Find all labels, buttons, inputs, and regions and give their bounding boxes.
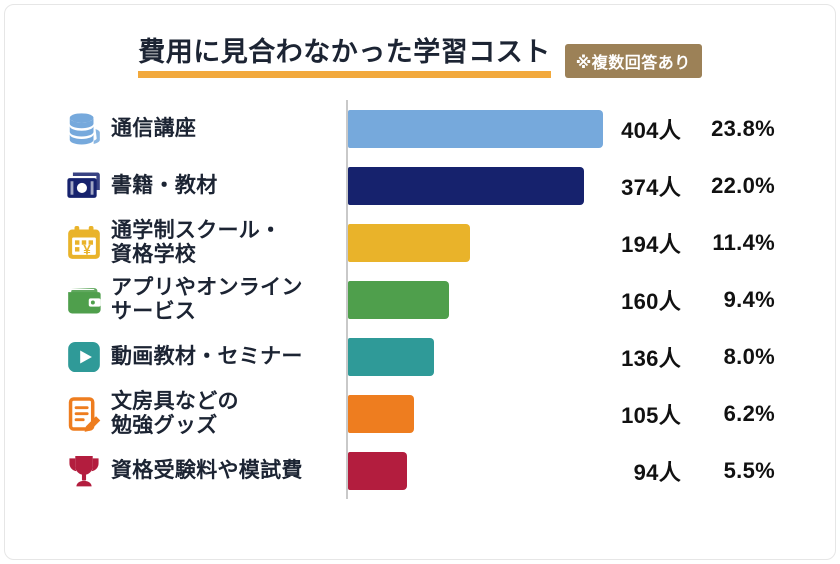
chart-row-apps-online: アプリやオンライン サービス 160人 9.4% — [65, 271, 835, 329]
bar-exam-fees — [348, 451, 408, 490]
trophy-icon — [65, 452, 111, 490]
percent-value: 11.4% — [712, 229, 775, 255]
count-value: 374人 — [621, 174, 681, 200]
bar-chart: 通信講座 404人 23.8% 書籍・教材 374人 — [5, 100, 835, 500]
bar-apps-online — [348, 280, 449, 319]
svg-text:¥: ¥ — [83, 242, 91, 257]
category-label: 通学制スクール・ 資格学校 — [111, 219, 282, 266]
calendar-yen-icon: ¥ — [65, 224, 111, 262]
chart-row-exam-fees: 資格受験料や模試費 94人 5.5% — [65, 442, 835, 500]
count-value: 404人 — [621, 117, 681, 143]
category-label: 通信講座 — [111, 116, 197, 140]
bar-track — [346, 214, 603, 272]
category-label: 動画教材・セミナー — [111, 344, 303, 368]
chart-card: 費用に見合わなかった学習コスト ※複数回答あり 通信講座 404人 23.8% — [4, 4, 836, 560]
bar-books-materials — [348, 166, 585, 205]
bar-track — [346, 442, 603, 500]
bar-school — [348, 223, 471, 262]
count-value: 194人 — [621, 231, 681, 257]
notepad-pencil-icon — [65, 395, 111, 433]
count-value: 105人 — [621, 402, 681, 428]
bar-track — [346, 271, 603, 329]
bar-track — [346, 385, 603, 443]
chart-row-stationery: 文房具などの 勉強グッズ 105人 6.2% — [65, 385, 835, 443]
chart-header: 費用に見合わなかった学習コスト ※複数回答あり — [5, 37, 835, 79]
chart-title: 費用に見合わなかった学習コスト — [138, 37, 551, 79]
category-label: アプリやオンライン サービス — [111, 276, 303, 323]
count-value: 136人 — [621, 345, 681, 371]
percent-value: 8.0% — [723, 343, 775, 369]
bar-track — [346, 328, 603, 386]
play-icon — [65, 338, 111, 376]
percent-value: 9.4% — [723, 286, 775, 312]
percent-value: 5.5% — [723, 457, 775, 483]
multiple-answers-badge: ※複数回答あり — [564, 43, 702, 78]
category-label: 書籍・教材 — [111, 173, 218, 197]
wallet-icon — [65, 281, 111, 319]
category-label: 資格受験料や模試費 — [111, 458, 303, 482]
category-label: 文房具などの 勉強グッズ — [111, 390, 239, 437]
chart-row-books-materials: 書籍・教材 374人 22.0% — [65, 157, 835, 215]
count-value: 94人 — [633, 459, 681, 485]
percent-value: 22.0% — [711, 172, 775, 198]
bar-stationery — [348, 394, 415, 433]
count-value: 160人 — [621, 288, 681, 314]
banknotes-icon — [65, 167, 111, 205]
bar-track — [346, 157, 603, 215]
percent-value: 6.2% — [723, 400, 775, 426]
bar-video-seminar — [348, 337, 434, 376]
chart-row-school: ¥ 通学制スクール・ 資格学校 194人 11.4% — [65, 214, 835, 272]
bar-track — [346, 100, 603, 158]
percent-value: 23.8% — [711, 115, 775, 141]
chart-row-video-seminar: 動画教材・セミナー 136人 8.0% — [65, 328, 835, 386]
bar-correspondence-course — [348, 109, 603, 148]
coins-icon — [65, 110, 111, 148]
chart-row-correspondence-course: 通信講座 404人 23.8% — [65, 100, 835, 158]
